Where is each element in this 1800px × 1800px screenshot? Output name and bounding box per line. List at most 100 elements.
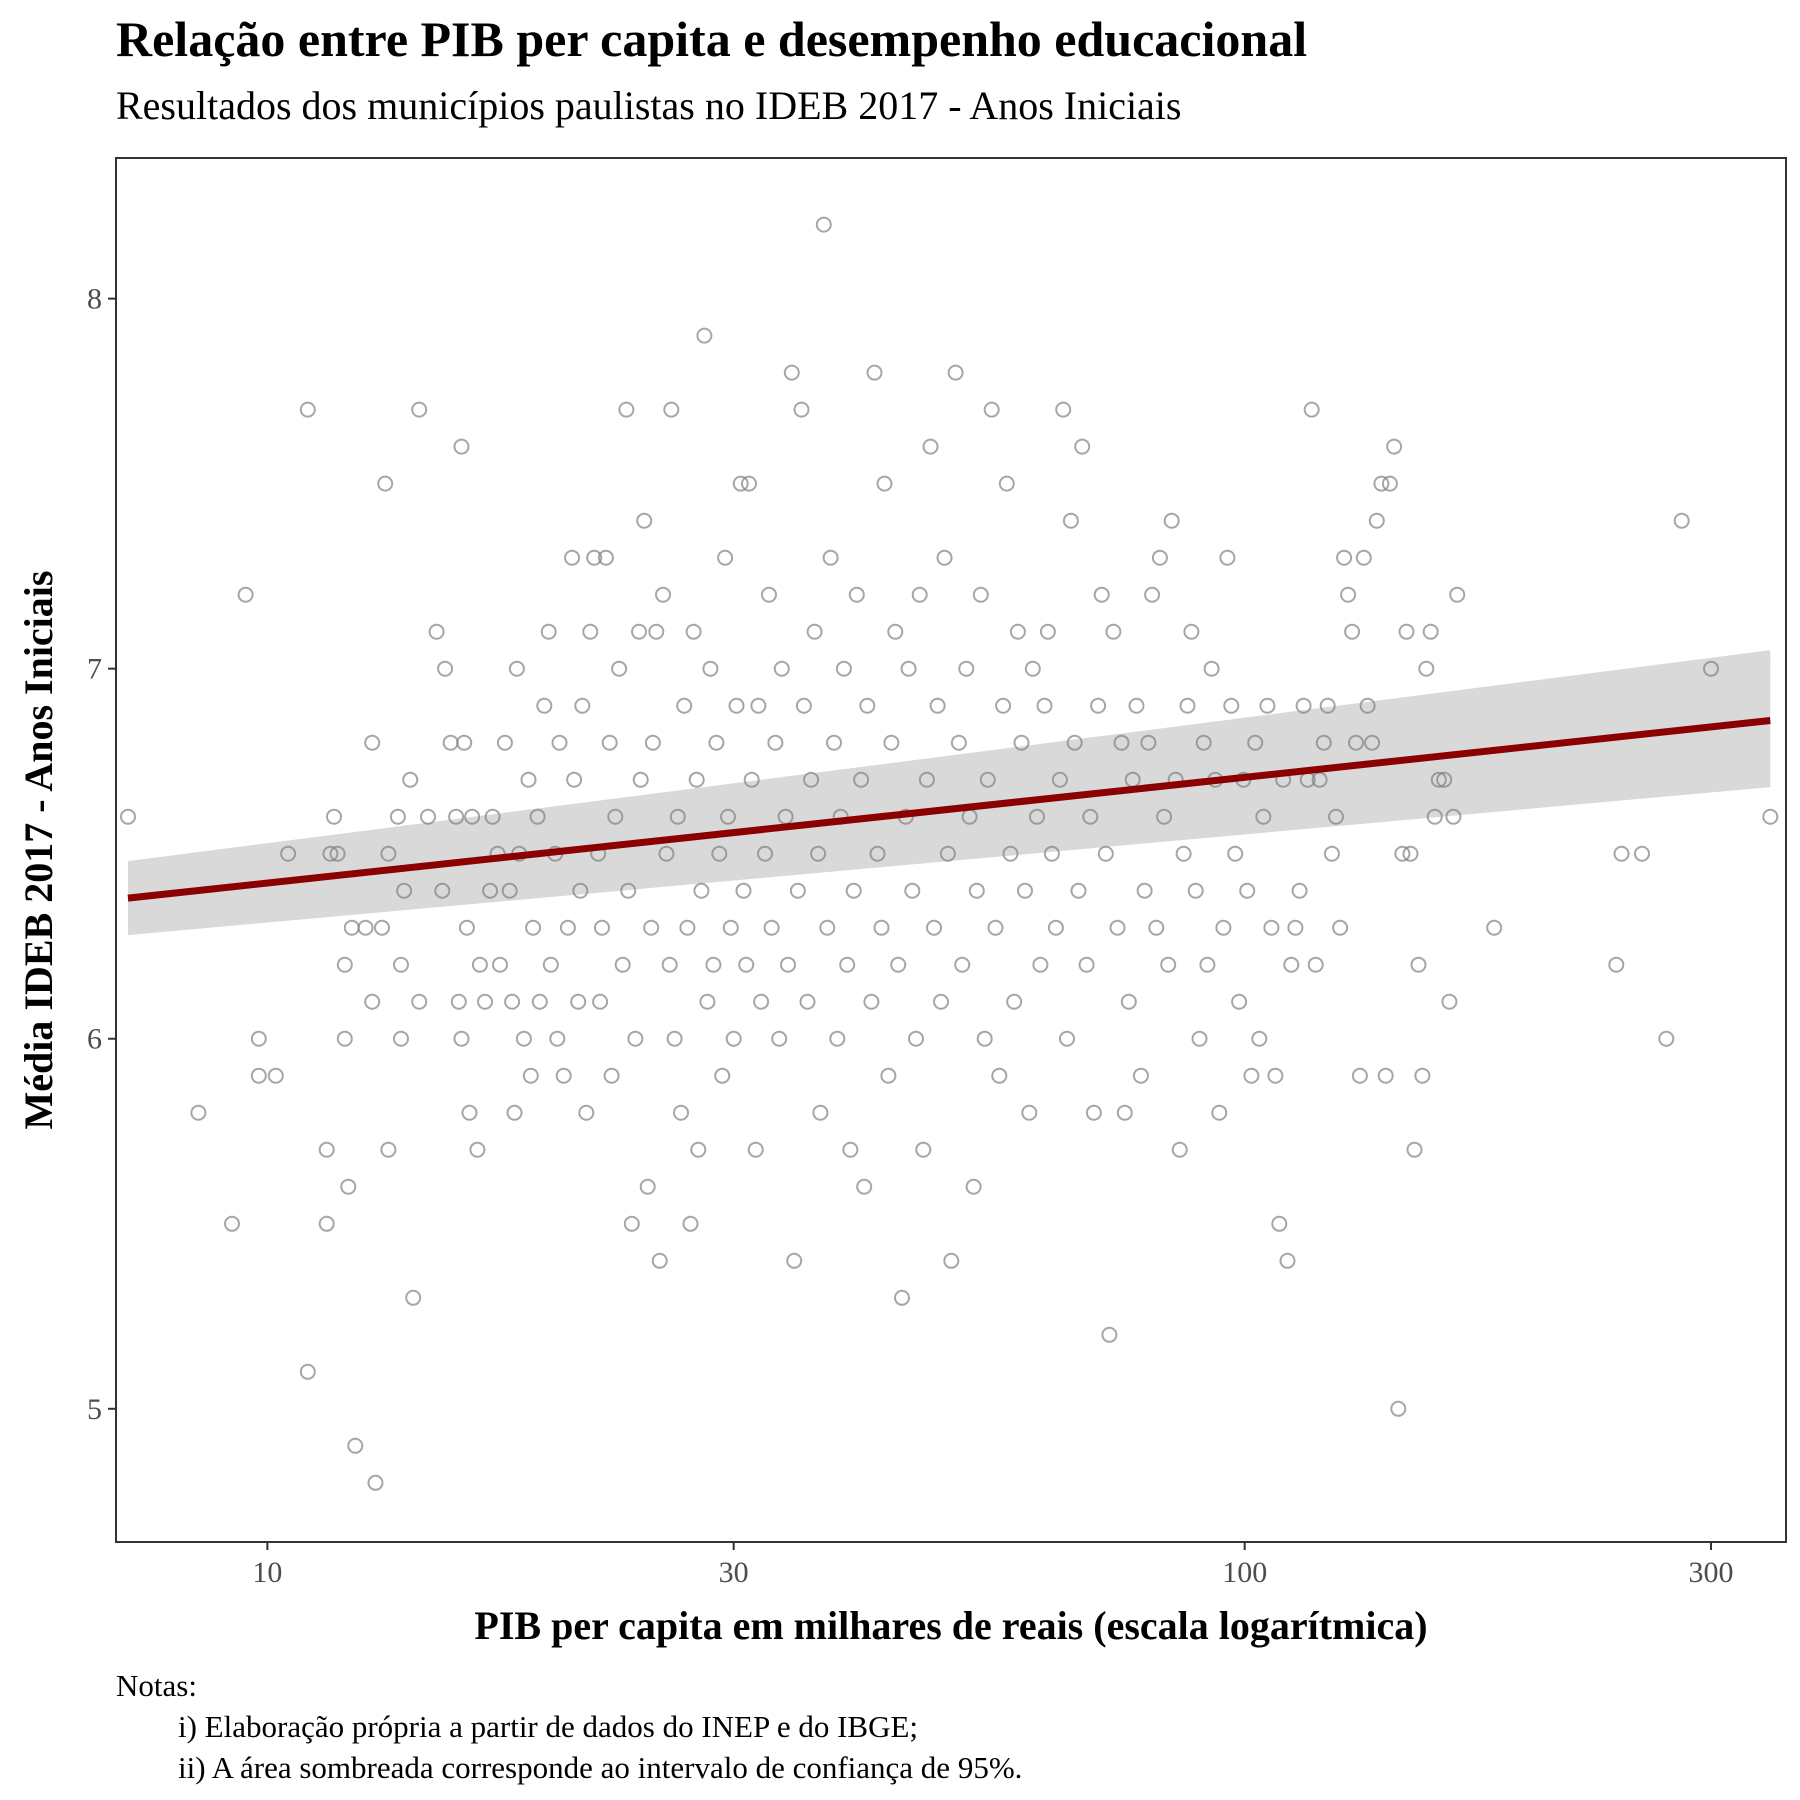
data-point — [880, 1067, 897, 1084]
data-point — [763, 919, 780, 936]
data-point — [618, 401, 635, 418]
data-point — [866, 364, 883, 381]
data-point — [1426, 808, 1443, 825]
data-point — [343, 919, 360, 936]
data-point — [651, 1252, 668, 1269]
data-point — [714, 1067, 731, 1084]
data-point — [299, 401, 316, 418]
data-point — [453, 438, 470, 455]
data-point — [477, 993, 493, 1010]
data-point — [1055, 401, 1072, 418]
chart-subtitle: Resultados dos municípios paulistas no I… — [116, 83, 1182, 128]
data-point — [471, 956, 488, 973]
data-point — [795, 697, 812, 714]
data-point — [1009, 623, 1026, 640]
data-point — [1608, 956, 1625, 973]
data-point — [1187, 882, 1204, 899]
data-point — [1303, 401, 1320, 418]
data-point — [1211, 1104, 1228, 1121]
note-item: ii) A área sombreada corresponde ao inte… — [178, 1750, 1023, 1785]
plot-content — [120, 216, 1779, 1491]
data-point — [250, 1067, 267, 1084]
data-point — [690, 1141, 707, 1158]
data-point — [702, 660, 719, 677]
data-point — [1070, 882, 1087, 899]
data-point — [705, 956, 722, 973]
data-point — [1406, 1141, 1423, 1158]
data-point — [448, 808, 465, 825]
data-point — [803, 771, 820, 788]
data-point — [1231, 993, 1248, 1010]
y-axis: 5 6 7 8 — [87, 283, 116, 1426]
data-point — [504, 993, 521, 1010]
data-point — [1002, 845, 1019, 862]
x-tick-label: 30 — [719, 1556, 749, 1589]
data-point — [442, 734, 459, 751]
data-point — [492, 956, 508, 973]
data-point — [1658, 1030, 1675, 1047]
x-axis-title: PIB per capita em milhares de reais (esc… — [474, 1603, 1427, 1648]
data-point — [453, 1030, 470, 1047]
data-point — [1132, 1067, 1149, 1084]
data-point — [389, 808, 406, 825]
data-point — [643, 919, 660, 936]
regression-line — [127, 717, 1771, 902]
data-point — [669, 808, 686, 825]
data-point — [1128, 697, 1145, 714]
data-point — [1140, 734, 1157, 751]
data-point — [750, 697, 767, 714]
data-point — [1074, 438, 1091, 455]
data-point — [611, 660, 628, 677]
data-point — [1445, 808, 1462, 825]
data-point — [1430, 771, 1447, 788]
data-point — [983, 401, 1000, 418]
data-point — [883, 734, 900, 751]
data-point — [812, 1104, 829, 1121]
data-point — [318, 1141, 335, 1158]
data-point — [484, 808, 501, 825]
data-point — [636, 512, 653, 529]
data-point — [250, 1030, 267, 1047]
data-point — [1267, 1067, 1284, 1084]
data-point — [1373, 475, 1390, 492]
data-point — [939, 845, 956, 862]
data-point — [566, 771, 583, 788]
data-point — [603, 1067, 620, 1084]
data-point — [631, 623, 647, 640]
data-point — [380, 845, 397, 862]
data-point — [753, 993, 770, 1010]
data-point — [1315, 734, 1332, 751]
data-point — [741, 475, 757, 492]
x-tick-label: 10 — [252, 1556, 282, 1589]
data-point — [340, 1178, 357, 1195]
data-point — [1163, 512, 1180, 529]
data-point — [1441, 993, 1458, 1010]
data-point — [1449, 586, 1466, 603]
data-point — [393, 956, 409, 973]
data-point — [835, 660, 852, 677]
data-point — [607, 808, 624, 825]
data-point — [869, 845, 886, 862]
data-point — [496, 734, 513, 751]
data-point — [688, 771, 705, 788]
data-point — [1386, 438, 1403, 455]
data-point — [708, 734, 725, 751]
y-tick-label: 6 — [87, 1023, 102, 1056]
data-point — [918, 771, 935, 788]
data-point — [1359, 697, 1376, 714]
data-point — [947, 364, 964, 381]
data-point — [1116, 1104, 1133, 1121]
data-point — [842, 1141, 859, 1158]
data-point — [1422, 623, 1439, 640]
data-point — [743, 771, 760, 788]
data-point — [725, 1030, 742, 1047]
data-point — [1148, 919, 1165, 936]
data-point — [456, 734, 473, 751]
data-point — [890, 956, 907, 973]
data-point — [856, 1178, 873, 1195]
data-point — [1090, 697, 1107, 714]
data-point — [908, 1030, 924, 1047]
data-point — [644, 734, 661, 751]
data-point — [434, 882, 451, 899]
data-point — [1414, 1067, 1431, 1084]
